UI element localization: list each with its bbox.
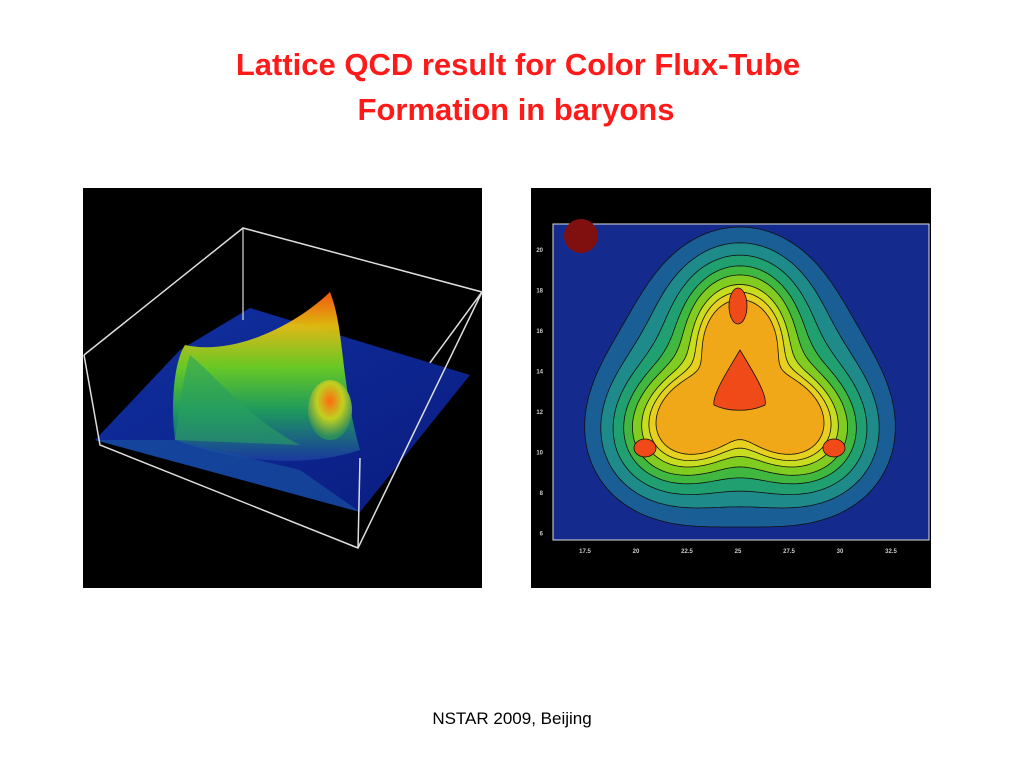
contour-peak [713,349,766,411]
x-tick-label: 25 [735,549,742,555]
footer: NSTAR 2009, Beijing [432,709,591,728]
x-tick-label: 32.5 [885,549,897,555]
slide-title: Lattice QCD result for Color Flux-Tube [236,47,800,82]
x-tick-label: 30 [837,549,844,555]
y-tick-label: 16 [536,329,543,335]
x-tick-label: 17.5 [579,549,591,555]
y-tick-label: 6 [540,532,544,538]
surface-plot [83,188,484,588]
contour-plot: 20 18 16 14 12 10 8 6 17.5 20 22.5 25 27.5 30 32.5 [531,188,931,588]
x-tick-label: 20 [633,549,640,555]
y-tick-label: 10 [536,451,543,457]
x-tick-label: 27.5 [783,549,795,555]
contour-peak [822,438,846,458]
y-tick-label: 12 [536,410,543,416]
y-tick-label: 18 [536,289,543,295]
y-tick-label: 20 [536,248,543,254]
slide-title: Formation in baryons [358,92,675,127]
contour-peak [633,438,657,458]
contour-peak [728,287,748,325]
y-tick-label: 8 [540,491,544,497]
y-tick-label: 14 [536,370,543,376]
x-tick-label: 22.5 [681,549,693,555]
